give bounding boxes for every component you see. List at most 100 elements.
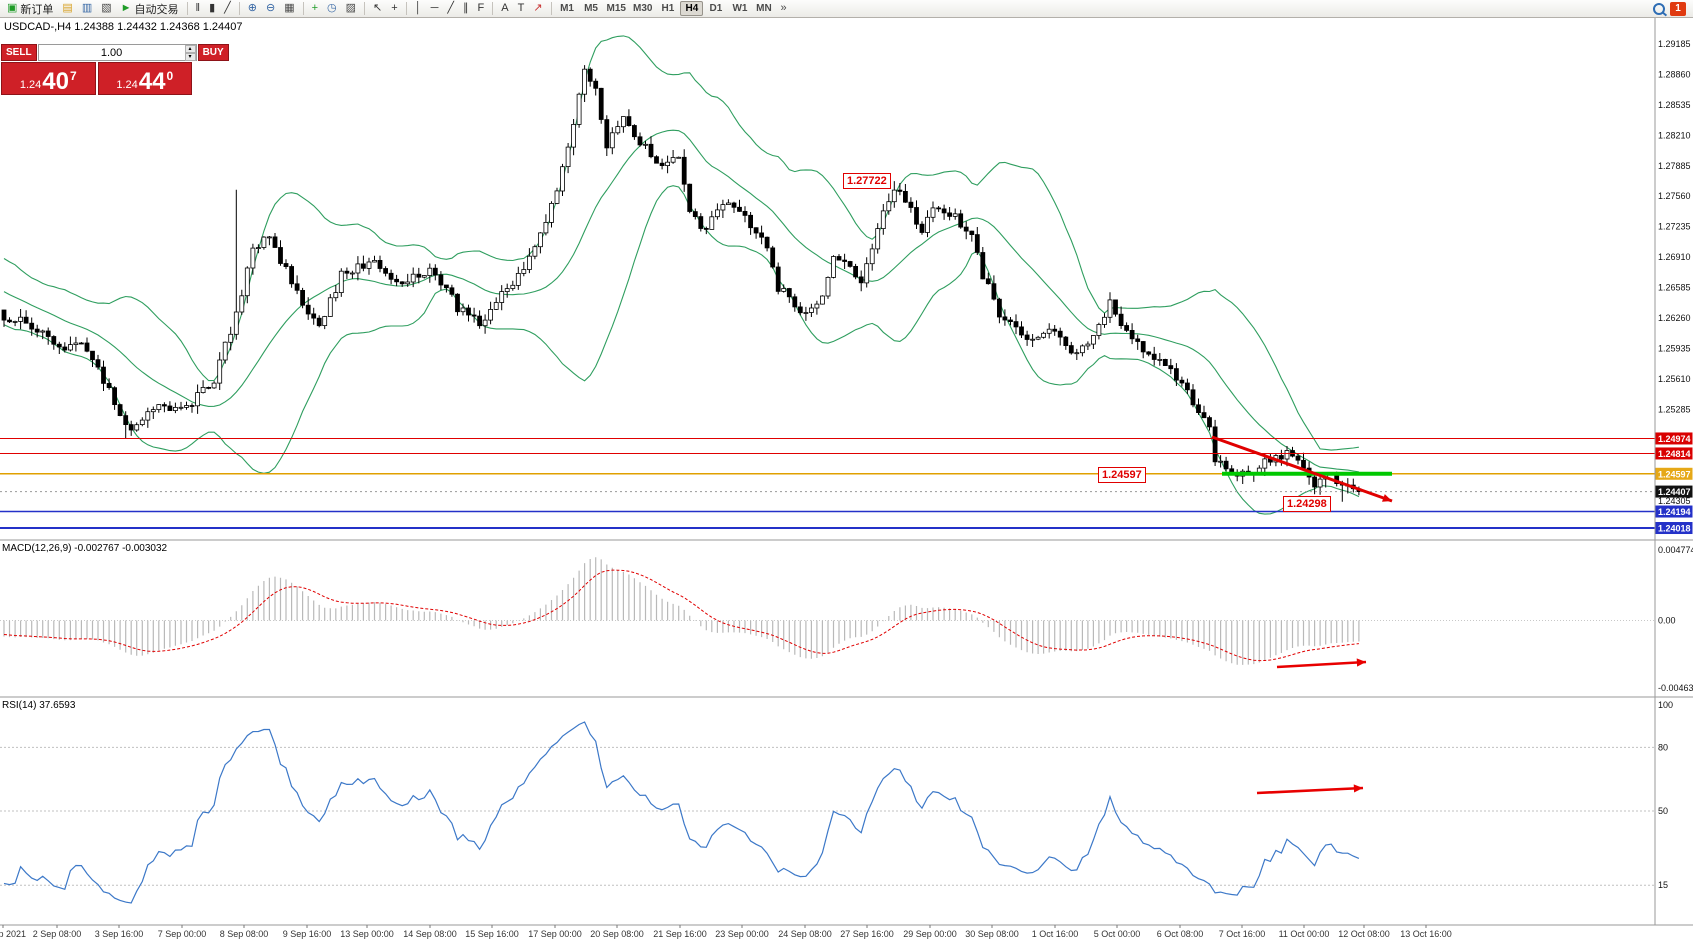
svg-text:1.27560: 1.27560 <box>1658 191 1691 201</box>
charts-profile-button[interactable]: ▤ <box>58 1 76 17</box>
autotrade-button[interactable]: ► 自动交易 <box>117 1 183 17</box>
svg-text:1.24305: 1.24305 <box>1658 496 1691 506</box>
timeframe-m15[interactable]: M15 <box>604 1 629 16</box>
sell-price-button[interactable]: 1.24 40 7 <box>1 62 96 95</box>
new-order-label: 新订单 <box>20 3 54 16</box>
objects-list-button[interactable]: ▧ <box>97 1 115 17</box>
toolbar-separator <box>302 2 304 15</box>
buy-price-pips: 44 <box>138 68 166 95</box>
notification-badge[interactable]: 1 <box>1670 1 1686 16</box>
timeframe-mn[interactable]: MN <box>752 1 775 16</box>
volume-input[interactable] <box>38 45 185 60</box>
timeframe-h4[interactable]: H4 <box>680 1 704 16</box>
text-tool-button[interactable]: A <box>497 1 512 17</box>
trendline-icon: ╱ <box>447 2 454 14</box>
svg-text:12 Oct 08:00: 12 Oct 08:00 <box>1338 929 1390 939</box>
toolbar-separator <box>186 2 188 15</box>
new-order-button[interactable]: ▣ 新订单 <box>3 1 57 17</box>
toolbar-overflow-button[interactable]: » <box>776 1 790 17</box>
svg-text:1.28535: 1.28535 <box>1658 100 1691 110</box>
cursor-icon: ↖ <box>373 2 383 14</box>
periods-button[interactable]: ◷ <box>323 1 341 17</box>
cursor-button[interactable]: ↖ <box>369 1 386 17</box>
zoom-in-button[interactable]: ⊕ <box>244 1 261 17</box>
search-icon[interactable] <box>1653 2 1665 15</box>
svg-text:1.29185: 1.29185 <box>1658 39 1691 49</box>
svg-text:3 Sep 16:00: 3 Sep 16:00 <box>95 929 144 939</box>
line-chart-button[interactable]: ╱ <box>220 1 235 17</box>
svg-text:27 Sep 16:00: 27 Sep 16:00 <box>840 929 894 939</box>
price-axis[interactable]: 1.29185 1.28860 1.28535 1.28210 1.27885 1.275… <box>0 18 1693 926</box>
candles-layer <box>1 65 1362 502</box>
candlestick-icon: ▮ <box>209 2 216 14</box>
new-order-icon: ▣ <box>7 2 18 14</box>
svg-text:100: 100 <box>1658 700 1673 710</box>
bar-chart-icon: ǁ <box>195 2 201 14</box>
line-chart-icon: ╱ <box>224 2 231 14</box>
timeframe-m1[interactable]: M1 <box>556 1 579 16</box>
print-icon: ▥ <box>81 2 93 14</box>
bollinger-upper <box>3 35 1359 451</box>
svg-text:13 Oct 16:00: 13 Oct 16:00 <box>1400 929 1452 939</box>
sell-price-integer: 1.24 <box>19 79 42 91</box>
autotrade-icon: ► <box>120 2 132 14</box>
svg-text:1.28860: 1.28860 <box>1658 69 1691 79</box>
arrows-tool-button[interactable]: ↗ <box>529 1 546 17</box>
svg-text:20 Sep 08:00: 20 Sep 08:00 <box>590 929 644 939</box>
chart-drawings <box>1211 435 1393 503</box>
sell-price-point: 7 <box>69 69 77 83</box>
vertical-line-button[interactable]: │ <box>411 1 426 17</box>
bar-chart-button[interactable]: ǁ <box>192 1 205 17</box>
candlestick-chart-button[interactable]: ▮ <box>205 1 219 17</box>
zoom-in-icon: ⊕ <box>247 2 257 14</box>
print-button[interactable]: ▥ <box>78 1 96 17</box>
vertical-line-icon: │ <box>414 2 422 14</box>
svg-text:50: 50 <box>1658 806 1668 816</box>
crosshair-button[interactable]: + <box>387 1 401 17</box>
fibonacci-button[interactable]: F <box>474 1 489 17</box>
text-label-icon: T <box>517 2 525 14</box>
buy-price-button[interactable]: 1.24 44 0 <box>97 62 192 95</box>
svg-text:5 Oct 00:00: 5 Oct 00:00 <box>1094 929 1141 939</box>
svg-text:8 Sep 08:00: 8 Sep 08:00 <box>220 929 269 939</box>
svg-text:14 Sep 08:00: 14 Sep 08:00 <box>403 929 457 939</box>
price-callout: 1.27722 <box>843 173 891 189</box>
svg-text:1.27885: 1.27885 <box>1658 161 1691 171</box>
profile-icon: ▤ <box>62 2 73 14</box>
text-label-button[interactable]: T <box>514 1 529 17</box>
bollinger-lower <box>3 185 1360 515</box>
timeframe-d1[interactable]: D1 <box>704 1 727 16</box>
volume-up-button[interactable]: ▴ <box>184 45 196 53</box>
rsi-label: RSI(14) 37.6593 <box>2 700 76 711</box>
svg-text:1.25935: 1.25935 <box>1658 343 1691 353</box>
svg-text:21 Sep 16:00: 21 Sep 16:00 <box>653 929 707 939</box>
svg-text:2 Sep 08:00: 2 Sep 08:00 <box>33 929 82 939</box>
channel-button[interactable]: ∥ <box>459 1 473 17</box>
timeframe-m30[interactable]: M30 <box>630 1 655 16</box>
horizontal-line-button[interactable]: ─ <box>427 1 443 17</box>
timeframe-m5[interactable]: M5 <box>580 1 603 16</box>
autotrade-label: 自动交易 <box>134 3 179 16</box>
svg-text:1 Oct 16:00: 1 Oct 16:00 <box>1032 929 1079 939</box>
toolbar-separator <box>405 2 407 15</box>
svg-text:6 Oct 08:00: 6 Oct 08:00 <box>1157 929 1204 939</box>
macd-label: MACD(12,26,9) -0.002767 -0.003032 <box>2 543 168 554</box>
timeframe-w1[interactable]: W1 <box>728 1 751 16</box>
svg-text:1.25285: 1.25285 <box>1658 404 1691 414</box>
svg-text:80: 80 <box>1658 742 1668 752</box>
buy-price-integer: 1.24 <box>116 79 138 91</box>
buy-button[interactable]: BUY <box>197 44 229 61</box>
svg-text:29 Sep 00:00: 29 Sep 00:00 <box>903 929 957 939</box>
svg-text:1.26585: 1.26585 <box>1658 283 1691 293</box>
new-chart-button[interactable]: + <box>308 1 322 17</box>
toolbar-separator <box>364 2 366 15</box>
template-button[interactable]: ▨ <box>342 1 360 17</box>
volume-down-button[interactable]: ▾ <box>184 53 196 61</box>
trendline-button[interactable]: ╱ <box>443 1 458 17</box>
tile-windows-button[interactable]: ▦ <box>280 1 298 17</box>
zoom-out-button[interactable]: ⊖ <box>262 1 279 17</box>
sell-button[interactable]: SELL <box>1 44 37 61</box>
timeframe-h1[interactable]: H1 <box>656 1 679 16</box>
time-axis[interactable]: 2 Sep 2021 2 Sep 08:00 3 Sep 16:00 7 Sep 00… <box>0 925 1452 939</box>
